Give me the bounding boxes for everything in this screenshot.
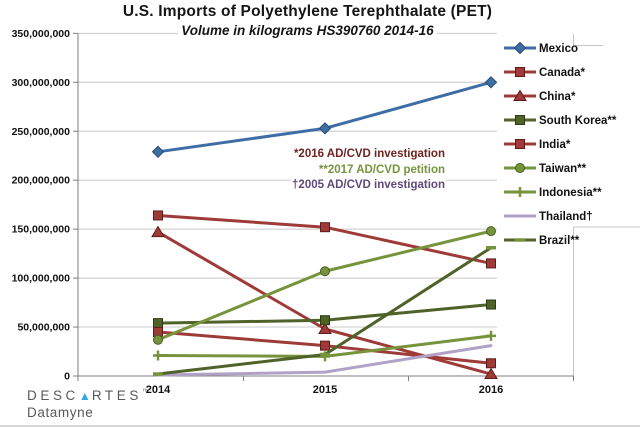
descartes-wordmark: DESC▲RTES™ — [27, 388, 149, 403]
marker-indonesia-2014 — [153, 350, 163, 361]
annotation-line: *2016 AD/CVD investigation — [293, 148, 445, 160]
legend-item-thailand-label: Thailand† — [539, 211, 593, 223]
ad-cvd-annotations: *2016 AD/CVD investigation **2017 AD/CVD … — [291, 147, 446, 194]
marker-mexico-2016 — [484, 76, 498, 89]
datamyne-wordmark: Datamyne — [27, 405, 94, 420]
descartes-triangle-icon: ▲ — [78, 389, 92, 403]
marker-south-korea-2014 — [153, 318, 163, 329]
legend-item-india-label: India* — [539, 139, 571, 151]
x-tick-label: 2016 — [479, 384, 503, 396]
legend-item-india-marker — [515, 139, 525, 149]
y-tick-label: 250,000,000 — [12, 126, 71, 138]
legend-item-taiwan-marker — [515, 163, 525, 173]
series-line-mexico — [156, 80, 493, 154]
marker-canada-2016 — [486, 258, 496, 269]
y-tick-label: 200,000,000 — [12, 175, 71, 187]
y-tick-label: 150,000,000 — [12, 224, 71, 236]
legend-item-canada-marker — [515, 67, 525, 77]
legend-item-canada-label: Canada* — [539, 67, 586, 79]
marker-mexico-2014 — [151, 145, 165, 159]
y-tick-label: 100,000,000 — [12, 273, 71, 285]
marker-taiwan-2015 — [320, 266, 330, 277]
legend-item-south-korea-marker — [515, 115, 525, 125]
series-line-thailand — [156, 344, 493, 377]
y-tick-label: 50,000,000 — [17, 322, 70, 334]
marker-south-korea-2015 — [320, 315, 330, 326]
x-tick-label: 2014 — [146, 384, 171, 396]
marker-taiwan-2016 — [486, 226, 496, 237]
legend-item-brazil-label: Brazil** — [539, 235, 580, 247]
annotation-line: †2005 AD/CVD investigation — [292, 179, 445, 192]
y-tick-label: 0 — [64, 371, 70, 383]
annotation-line: **2017 AD/CVD petition — [318, 163, 445, 176]
x-tick-label: 2015 — [313, 384, 337, 396]
legend-item-china-label: China* — [539, 91, 576, 103]
y-tick-label: 350,000,000 — [12, 28, 71, 40]
marker-indonesia-2016 — [486, 330, 496, 341]
marker-mexico-2015 — [318, 122, 332, 135]
legend-item-china-marker — [513, 89, 527, 101]
marker-south-korea-2016 — [486, 299, 496, 310]
legend-item-mexico-marker — [513, 41, 527, 55]
y-tick-label: 300,000,000 — [12, 77, 71, 89]
legend-item-indonesia-marker — [515, 187, 525, 197]
marker-canada-2015 — [320, 222, 330, 233]
marker-canada-2014 — [153, 210, 163, 221]
marker-india-2016 — [486, 358, 496, 369]
legend-item-south-korea-label: South Korea** — [539, 115, 617, 127]
marker-india-2015 — [320, 340, 330, 351]
marker-china-2016 — [484, 367, 498, 380]
legend-item-mexico-label: Mexico — [539, 43, 578, 55]
legend-item-taiwan-label: Taiwan** — [539, 163, 587, 175]
legend-item-indonesia-label: Indonesia** — [539, 187, 602, 199]
marker-china-2015 — [318, 322, 332, 335]
descartes-logo: DESC▲RTES™ Datamyne — [27, 387, 149, 420]
marker-taiwan-2014 — [153, 334, 163, 345]
marker-china-2014 — [151, 225, 165, 238]
trademark-symbol: ™ — [141, 388, 149, 396]
